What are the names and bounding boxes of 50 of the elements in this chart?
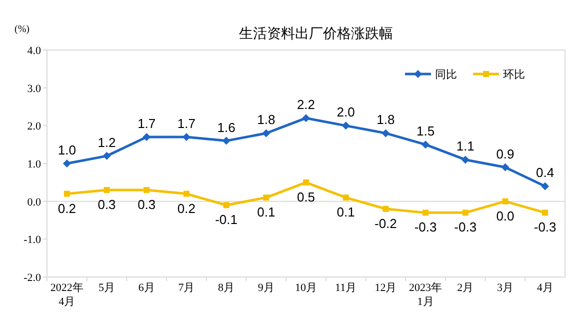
x-tick-label: 8月	[218, 282, 235, 294]
data-label: 0.1	[257, 204, 276, 220]
data-label: 1.5	[416, 124, 435, 139]
data-label: 2.0	[336, 104, 355, 120]
data-label: 1.6	[217, 120, 236, 135]
data-label: 1.0	[58, 142, 76, 158]
y-tick-label: 0.0	[27, 196, 42, 208]
x-tick-label: 2月	[457, 282, 474, 294]
data-label: 0.9	[496, 146, 514, 162]
data-label: 0.4	[536, 165, 554, 180]
y-tick-label: -1.0	[24, 234, 42, 246]
x-tick-label: 7月	[178, 282, 195, 294]
x-tick-label: 2023年 1月	[409, 282, 442, 308]
data-label: 0.5	[296, 189, 316, 204]
data-label: -0.2	[374, 216, 397, 231]
legend-label: 环比	[503, 68, 525, 81]
x-tick-label: 6月	[138, 282, 155, 294]
data-label: -0.3	[534, 220, 556, 235]
x-tick-label: 10月	[295, 282, 317, 294]
data-label: 0.2	[177, 200, 196, 216]
data-label: 1.8	[376, 112, 395, 128]
x-tick-label: 2022年 4月	[50, 282, 84, 308]
x-tick-label: 4月	[536, 282, 554, 294]
x-tick-label: 5月	[98, 282, 116, 294]
y-tick-label: 3.0	[27, 82, 42, 95]
x-tick-label: 9月	[258, 282, 274, 294]
data-label: 1.8	[257, 112, 276, 128]
data-label: 0.3	[98, 196, 116, 212]
data-label: 1.7	[138, 116, 156, 132]
data-label: 0.3	[138, 196, 156, 212]
chart-title: 生活资料出厂价格涨跌幅	[239, 25, 393, 41]
x-tick-label: 3月	[496, 282, 514, 294]
data-label: 1.7	[177, 116, 196, 132]
data-label: 1.1	[456, 138, 474, 154]
x-tick-label: 11月	[335, 282, 357, 294]
data-label: -0.3	[454, 220, 477, 235]
data-label: -0.1	[215, 212, 238, 228]
data-label: 0.2	[58, 200, 76, 216]
x-tick-label: 12月	[374, 282, 397, 294]
data-label: -0.3	[414, 220, 437, 235]
legend-label: 同比	[435, 68, 457, 81]
y-tick-label: 1.0	[27, 158, 42, 170]
data-label: 2.2	[296, 97, 316, 112]
data-label: 0.0	[496, 208, 514, 224]
data-label: 1.2	[98, 134, 116, 150]
y-axis-title: (%)	[14, 24, 30, 35]
data-label: 0.1	[336, 204, 355, 220]
y-tick-label: 4.0	[27, 45, 42, 57]
y-tick-label: 2.0	[27, 120, 42, 133]
y-tick-label: -2.0	[24, 272, 42, 284]
